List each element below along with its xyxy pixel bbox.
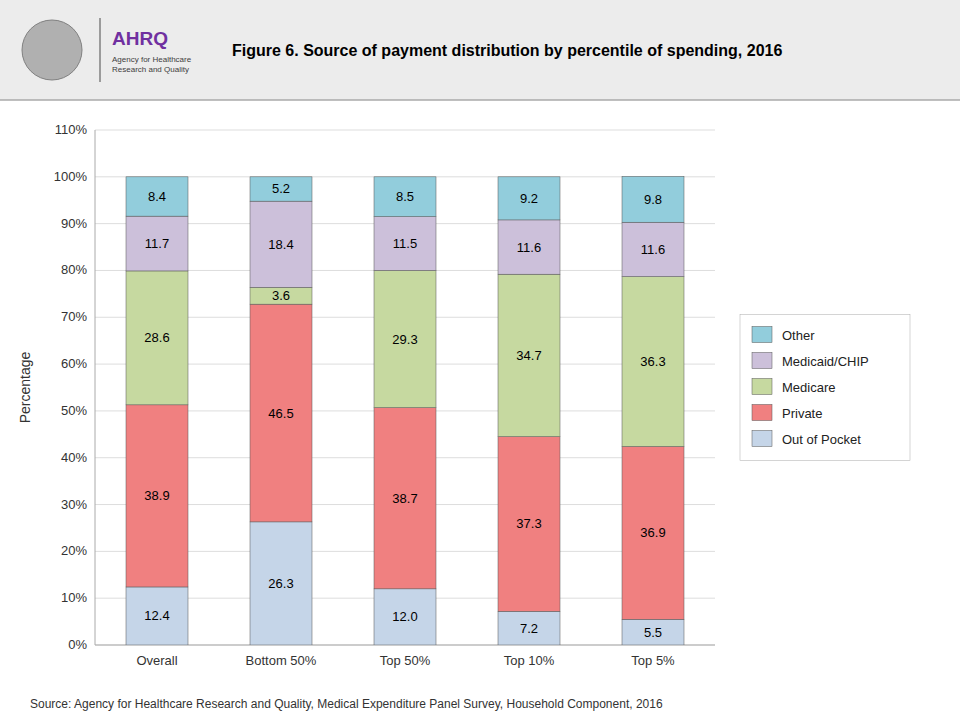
y-tick-label: 10% [61, 590, 87, 605]
title: Figure 6. Source of payment distribution… [232, 42, 782, 59]
y-tick-label: 0% [68, 637, 87, 652]
data-label: 12.4 [144, 608, 169, 623]
data-label: 38.9 [144, 488, 169, 503]
bar-segment [622, 176, 684, 222]
y-tick-label: 80% [61, 262, 87, 277]
y-tick-label: 20% [61, 543, 87, 558]
legend-label: Other [782, 328, 815, 343]
data-label: 29.3 [392, 332, 417, 347]
x-tick-label: Bottom 50% [246, 653, 317, 668]
bar-segment [126, 405, 188, 587]
grid-line [95, 130, 715, 131]
bar-segment [498, 611, 560, 645]
x-tick-label: Top 10% [504, 653, 555, 668]
data-label: 9.2 [520, 191, 538, 206]
bar-segment [374, 270, 436, 407]
data-label: 36.9 [640, 525, 665, 540]
bar-segment [126, 216, 188, 271]
bar-segment [250, 522, 312, 645]
x-tick-label: Overall [136, 653, 177, 668]
logo-seal [22, 20, 82, 80]
x-tick-label: Top 50% [380, 653, 431, 668]
legend-label: Private [782, 406, 822, 421]
data-labels: 12.4 26.3 12.0 7.2 5.5 38.9 46.5 38.7 37.3 36.9 28… [144, 181, 665, 639]
bar-segment [498, 274, 560, 436]
data-label: 11.6 [517, 240, 541, 255]
y-tick-label: 50% [61, 403, 87, 418]
bar-segment [250, 201, 312, 287]
legend: Other Medicaid/CHIP Medicare Private Out of … [740, 315, 910, 461]
legend-swatch [752, 431, 772, 447]
x-tick-label: Top 5% [631, 653, 675, 668]
data-label: 7.2 [520, 621, 538, 636]
y-tick-label: 100% [54, 169, 88, 184]
logo-separator [99, 18, 101, 82]
bar-segment [374, 589, 436, 645]
bar-segment [374, 177, 436, 217]
bar-segment [250, 287, 312, 304]
data-label: 37.3 [516, 516, 541, 531]
bar-segment [622, 619, 684, 645]
data-label: 5.2 [272, 181, 290, 196]
bar-segment [250, 304, 312, 522]
legend-swatch [752, 327, 772, 343]
bars [126, 176, 684, 645]
y-tick-label: 110% [55, 122, 88, 137]
header-rule [0, 99, 960, 101]
y-tick-label: 30% [61, 497, 87, 512]
data-label: 11.7 [145, 236, 169, 251]
legend-swatch [752, 405, 772, 421]
chart: AHRQ Agency for HealthcareResearch and Qu… [0, 0, 960, 720]
y-axis-label: Percentage [17, 351, 33, 423]
data-label: 8.5 [396, 189, 414, 204]
bar-segment [374, 217, 436, 271]
bar-segment [498, 177, 560, 220]
data-label: 8.4 [148, 189, 166, 204]
data-label: 28.6 [144, 330, 169, 345]
bar-segment [622, 277, 684, 447]
bar-segment [374, 408, 436, 589]
data-label: 11.5 [393, 236, 417, 251]
data-label: 36.3 [640, 354, 665, 369]
bar-segment [498, 437, 560, 612]
data-label: 3.6 [272, 288, 290, 303]
header-bg [0, 0, 960, 100]
legend-swatch [752, 353, 772, 369]
y-axis-line [95, 130, 96, 645]
bar-segment [126, 177, 188, 216]
legend-label: Medicaid/CHIP [782, 354, 869, 369]
data-label: 11.6 [641, 242, 665, 257]
data-label: 18.4 [268, 237, 293, 252]
data-label: 9.8 [644, 192, 662, 207]
bar-segment [622, 222, 684, 276]
bar-segment [250, 177, 312, 201]
data-label: 12.0 [392, 609, 417, 624]
y-tick-label: 90% [61, 216, 87, 231]
bar-segment [622, 446, 684, 619]
logo-subtext: Agency for HealthcareResearch and Qualit… [112, 55, 192, 74]
data-label: 38.7 [392, 491, 417, 506]
logo-text: AHRQ [112, 28, 168, 49]
bar-segment [498, 220, 560, 274]
y-tick-label: 40% [61, 450, 87, 465]
data-label: 46.5 [268, 406, 293, 421]
legend-label: Medicare [782, 380, 835, 395]
logo-subtext-line: Agency for Healthcare [112, 55, 192, 64]
source-note: Source: Agency for Healthcare Research a… [30, 697, 663, 711]
data-label: 26.3 [268, 576, 293, 591]
data-label: 5.5 [644, 625, 662, 640]
legend-swatch [752, 379, 772, 395]
legend-frame [740, 315, 910, 461]
y-tick-label: 60% [61, 356, 87, 371]
bar-segment [126, 587, 188, 645]
data-label: 34.7 [516, 348, 541, 363]
logo-subtext-line: Research and Quality [112, 65, 189, 74]
y-tick-label: 70% [61, 309, 87, 324]
bar-segment [126, 271, 188, 405]
legend-label: Out of Pocket [782, 432, 861, 447]
